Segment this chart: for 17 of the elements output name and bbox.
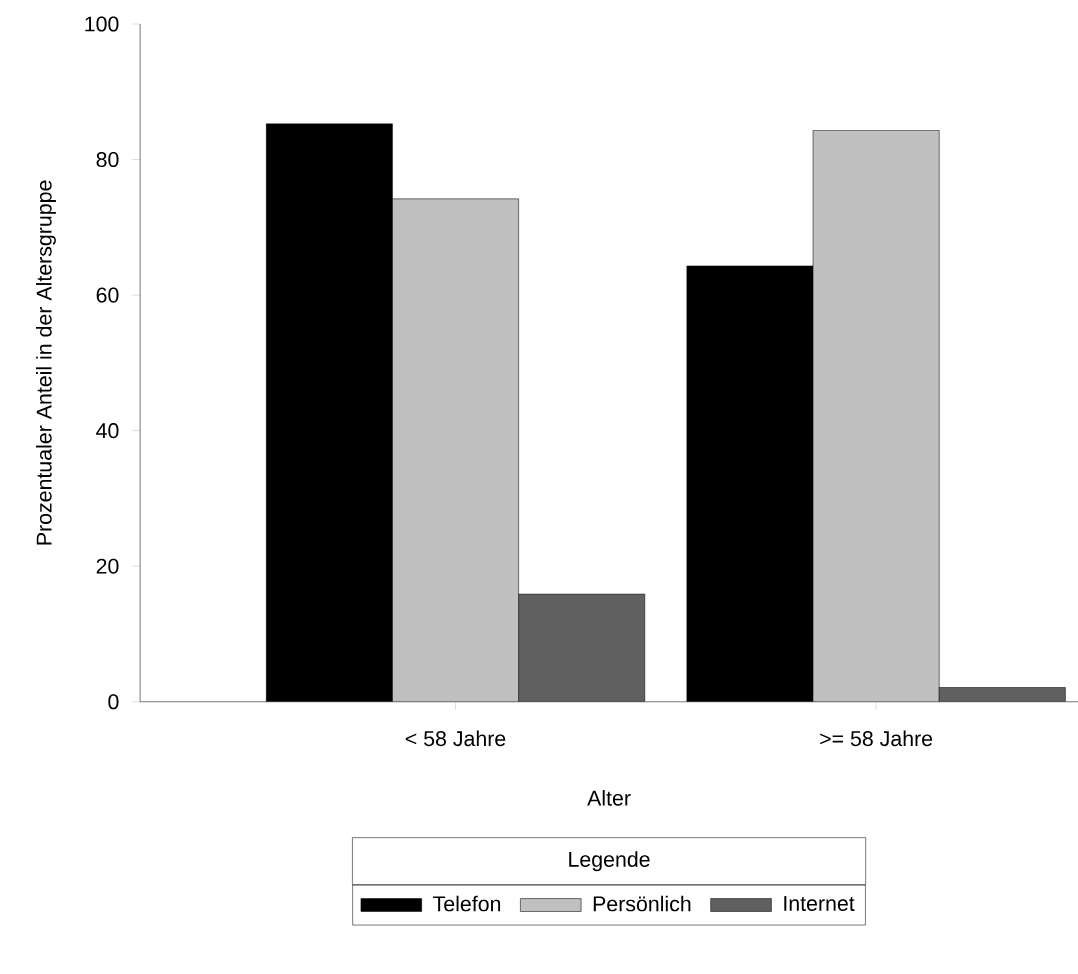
legend-title: Legende: [569, 851, 650, 872]
bar: [518, 593, 646, 702]
y-tick-label: 80: [96, 152, 119, 168]
x-axis-title: Alter: [587, 790, 631, 806]
legend-label: Telefon: [433, 895, 501, 912]
x-tick-label: >= 58 Jahre: [820, 730, 933, 747]
y-tick-label: 40: [96, 423, 119, 439]
y-tick-label: 100: [85, 16, 119, 32]
legend-label: Internet: [784, 896, 855, 912]
y-tick-label: 0: [108, 694, 119, 710]
bar: [812, 130, 940, 702]
y-tick-label: 60: [96, 287, 119, 303]
y-axis-title: Prozentualer Anteil in der Altersgruppe: [36, 180, 56, 545]
bar: [392, 198, 519, 702]
y-tick-label: 20: [96, 558, 119, 574]
x-tick-label: < 58 Jahre: [405, 730, 506, 747]
legend-label: Persönlich: [593, 895, 691, 912]
